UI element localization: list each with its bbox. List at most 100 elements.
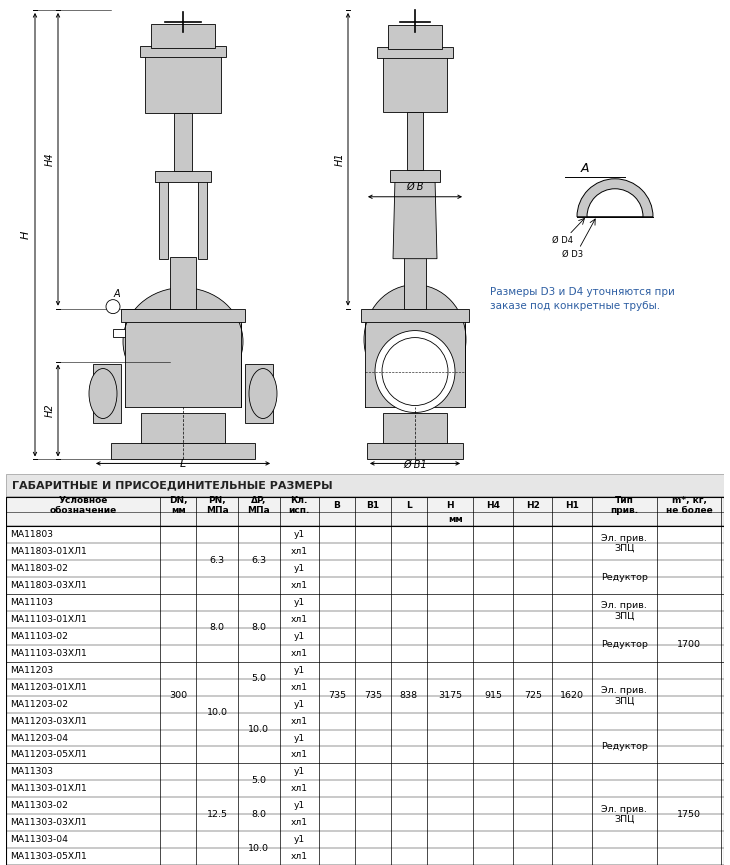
Text: Ø B: Ø B (407, 182, 423, 192)
Text: m*, кг,
не более: m*, кг, не более (666, 496, 712, 516)
FancyBboxPatch shape (6, 497, 724, 527)
Ellipse shape (249, 368, 277, 419)
Circle shape (106, 299, 120, 314)
Text: Редуктор: Редуктор (601, 640, 648, 650)
Text: у1: у1 (293, 734, 305, 742)
Text: H2: H2 (45, 404, 55, 417)
Text: 8.0: 8.0 (251, 810, 266, 818)
FancyBboxPatch shape (407, 112, 423, 170)
Text: хл1: хл1 (291, 852, 308, 861)
Text: хл1: хл1 (291, 716, 308, 726)
Text: 6.3: 6.3 (210, 556, 225, 565)
Text: у1: у1 (293, 530, 305, 540)
Ellipse shape (123, 288, 243, 395)
FancyBboxPatch shape (198, 176, 207, 259)
FancyBboxPatch shape (377, 47, 453, 58)
FancyBboxPatch shape (121, 309, 245, 322)
Text: H2: H2 (526, 501, 539, 510)
Text: у1: у1 (293, 632, 305, 641)
Text: у1: у1 (293, 666, 305, 675)
FancyBboxPatch shape (361, 309, 469, 322)
Ellipse shape (364, 285, 466, 394)
Text: 735: 735 (364, 691, 382, 700)
Text: 838: 838 (400, 691, 418, 700)
Text: МА11203-02: МА11203-02 (10, 700, 69, 708)
FancyBboxPatch shape (125, 331, 241, 407)
FancyBboxPatch shape (159, 176, 168, 259)
Wedge shape (587, 189, 643, 217)
Text: H1: H1 (335, 152, 345, 166)
Text: хл1: хл1 (291, 581, 308, 590)
Polygon shape (393, 179, 437, 259)
Text: Ø D3: Ø D3 (562, 250, 583, 260)
Text: хл1: хл1 (291, 818, 308, 827)
FancyBboxPatch shape (151, 24, 215, 48)
Text: 1620: 1620 (560, 691, 584, 700)
Text: МА11803-02: МА11803-02 (10, 564, 68, 573)
Text: Редуктор: Редуктор (601, 573, 648, 581)
Text: Эл. прив.
ЗПЦ: Эл. прив. ЗПЦ (602, 804, 648, 823)
Text: Эл. прив.
ЗПЦ: Эл. прив. ЗПЦ (602, 534, 648, 553)
Text: МА11303: МА11303 (10, 767, 53, 777)
FancyBboxPatch shape (125, 317, 241, 407)
Text: 735: 735 (328, 691, 346, 700)
Text: B: B (334, 501, 340, 510)
Text: хл1: хл1 (291, 548, 308, 556)
Text: 1750: 1750 (677, 810, 701, 818)
Text: МА11803: МА11803 (10, 530, 53, 540)
Text: 5.0: 5.0 (251, 675, 266, 683)
FancyBboxPatch shape (140, 46, 226, 57)
Text: МА11103: МА11103 (10, 598, 53, 607)
Text: A: A (114, 289, 120, 298)
Text: Кл.
исп.: Кл. исп. (288, 496, 310, 516)
Text: МА11203-01ХЛ1: МА11203-01ХЛ1 (10, 682, 87, 692)
FancyBboxPatch shape (6, 474, 724, 496)
Text: H4: H4 (45, 152, 55, 166)
Text: L: L (180, 459, 186, 470)
Text: МА11203-05ХЛ1: МА11203-05ХЛ1 (10, 751, 87, 759)
Text: МА11803-01ХЛ1: МА11803-01ХЛ1 (10, 548, 87, 556)
Text: хл1: хл1 (291, 751, 308, 759)
Text: 8.0: 8.0 (251, 624, 266, 632)
Text: МА11103-03ХЛ1: МА11103-03ХЛ1 (10, 649, 87, 658)
Text: 6.3: 6.3 (251, 556, 266, 565)
Text: у1: у1 (293, 598, 305, 607)
Text: 12.5: 12.5 (207, 810, 228, 818)
Text: мм: мм (448, 516, 463, 524)
Text: МА11203-03ХЛ1: МА11203-03ХЛ1 (10, 716, 87, 726)
Text: PN,
МПа: PN, МПа (206, 496, 228, 516)
Text: хл1: хл1 (291, 785, 308, 793)
Text: Размеры D3 и D4 уточняются при
заказе под конкретные трубы.: Размеры D3 и D4 уточняются при заказе по… (490, 286, 675, 311)
Ellipse shape (382, 337, 448, 406)
Text: 3175: 3175 (438, 691, 462, 700)
Text: B1: B1 (366, 501, 380, 510)
Text: 725: 725 (523, 691, 542, 700)
Text: 1700: 1700 (677, 640, 701, 650)
Text: МА11103-02: МА11103-02 (10, 632, 68, 641)
Text: Ø B1: Ø B1 (403, 459, 427, 470)
FancyBboxPatch shape (245, 363, 273, 424)
Text: H: H (446, 501, 454, 510)
Text: 5.0: 5.0 (251, 776, 266, 785)
FancyBboxPatch shape (383, 56, 447, 112)
Text: МА11203: МА11203 (10, 666, 53, 675)
Text: хл1: хл1 (291, 682, 308, 692)
Text: 10.0: 10.0 (248, 725, 269, 734)
Text: Тип
прив.: Тип прив. (610, 496, 638, 516)
Text: МА11303-03ХЛ1: МА11303-03ХЛ1 (10, 818, 87, 827)
Text: 8.0: 8.0 (210, 624, 225, 632)
FancyBboxPatch shape (365, 317, 465, 407)
Ellipse shape (375, 330, 455, 413)
Text: МА11303-01ХЛ1: МА11303-01ХЛ1 (10, 785, 87, 793)
FancyBboxPatch shape (93, 363, 121, 424)
FancyBboxPatch shape (155, 170, 211, 182)
Ellipse shape (89, 368, 117, 419)
Wedge shape (577, 179, 653, 217)
Text: A: A (581, 162, 589, 175)
Text: Эл. прив.
ЗПЦ: Эл. прив. ЗПЦ (602, 601, 648, 621)
FancyBboxPatch shape (390, 170, 440, 182)
Text: у1: у1 (293, 700, 305, 708)
Text: ГАБАРИТНЫЕ И ПРИСОЕДИНИТЕЛЬНЫЕ РАЗМЕРЫ: ГАБАРИТНЫЕ И ПРИСОЕДИНИТЕЛЬНЫЕ РАЗМЕРЫ (12, 480, 332, 490)
Text: МА11203-04: МА11203-04 (10, 734, 69, 742)
Text: H4: H4 (486, 501, 500, 510)
